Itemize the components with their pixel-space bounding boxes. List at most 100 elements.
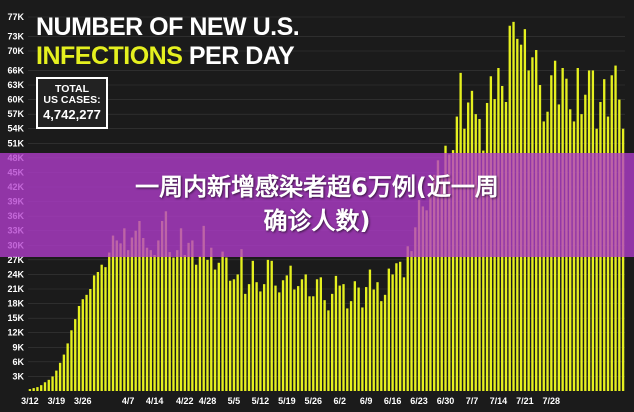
bar: [43, 382, 47, 391]
bar: [338, 285, 341, 391]
bar: [32, 388, 35, 391]
bar: [119, 243, 122, 391]
bar: [47, 379, 50, 391]
y-tick-label: 73K: [7, 31, 24, 41]
bar: [346, 308, 349, 391]
chart-title-line2: INFECTIONS PER DAY: [36, 42, 295, 71]
y-tick-label: 27K: [7, 255, 24, 265]
bar: [244, 293, 247, 391]
bar: [281, 280, 285, 391]
bar: [228, 280, 232, 391]
bar: [40, 385, 43, 391]
bar: [111, 235, 115, 391]
bar: [202, 225, 205, 391]
x-tick-label: 5/5: [228, 396, 241, 406]
y-tick-label: 18K: [7, 299, 24, 309]
bar: [134, 230, 137, 391]
bar: [191, 240, 194, 391]
bar: [334, 275, 338, 391]
bar: [285, 275, 288, 391]
bar: [353, 281, 357, 391]
x-tick-label: 4/28: [199, 396, 217, 406]
bar: [172, 257, 175, 391]
bar: [300, 279, 304, 391]
bar: [440, 175, 443, 391]
bar: [36, 387, 39, 391]
bar: [236, 274, 239, 391]
x-tick-label: 3/12: [21, 396, 39, 406]
bar: [255, 282, 258, 391]
bar: [142, 238, 145, 391]
caption-line2: 确诊人数): [263, 207, 371, 235]
bar: [315, 279, 319, 391]
bar: [270, 260, 273, 391]
bar: [153, 255, 156, 391]
bar: [402, 277, 406, 391]
bar: [372, 289, 375, 391]
x-axis-ticks: 3/12 3/19 3/26 4/7 4/14 4/22 4/28 5/5 5/12 5/19 5/…: [21, 396, 560, 406]
bar: [160, 221, 164, 391]
bar: [51, 376, 54, 391]
bar: [448, 154, 451, 391]
bar: [62, 354, 66, 391]
bar: [130, 237, 134, 391]
bar: [262, 284, 266, 391]
y-tick-label: 57K: [7, 109, 24, 119]
x-tick-label: 4/14: [146, 396, 164, 406]
bar: [74, 319, 77, 391]
x-tick-label: 6/30: [437, 396, 455, 406]
bar: [380, 301, 383, 391]
bar: [444, 145, 447, 391]
bar: [451, 150, 455, 391]
bar: [266, 259, 270, 391]
total-label-line1: TOTAL: [54, 83, 90, 95]
bar: [213, 269, 217, 391]
bar: [425, 210, 428, 391]
x-tick-label: 5/19: [278, 396, 296, 406]
bar: [77, 306, 81, 391]
bar: [206, 259, 209, 391]
caption-banner: [0, 153, 634, 257]
bar: [70, 330, 73, 391]
bar: [247, 284, 251, 391]
bar: [357, 287, 360, 391]
bar: [410, 251, 413, 391]
bar: [100, 264, 103, 391]
x-tick-label: 3/26: [74, 396, 92, 406]
bar: [383, 294, 387, 391]
bar: [183, 255, 186, 391]
bar: [365, 287, 368, 391]
bar: [198, 256, 202, 391]
title-highlight: INFECTIONS: [36, 42, 183, 70]
bar: [104, 267, 107, 391]
bar: [55, 370, 58, 391]
y-tick-label: 6K: [12, 357, 24, 367]
x-tick-label: 5/26: [305, 396, 323, 406]
bar: [429, 195, 432, 391]
bar: [323, 300, 326, 391]
bar: [414, 227, 417, 391]
bar: [168, 252, 171, 391]
bar: [28, 389, 32, 391]
bar: [187, 242, 190, 391]
bar: [395, 263, 398, 391]
bar: [96, 272, 100, 391]
x-tick-label: 6/23: [410, 396, 428, 406]
bar: [293, 289, 296, 391]
x-tick-label: 6/2: [333, 396, 346, 406]
bar: [361, 307, 364, 391]
bar: [621, 128, 625, 391]
bar: [210, 247, 213, 391]
bar: [240, 249, 243, 391]
bar: [421, 206, 425, 391]
bar: [387, 268, 391, 391]
bar: [194, 264, 198, 391]
bar: [108, 252, 111, 391]
bar: [89, 289, 92, 391]
bar: [66, 343, 69, 391]
bar: [399, 261, 402, 391]
bar: [331, 293, 334, 391]
bar: [149, 250, 152, 391]
bar: [436, 160, 440, 391]
y-tick-label: 15K: [7, 313, 24, 323]
